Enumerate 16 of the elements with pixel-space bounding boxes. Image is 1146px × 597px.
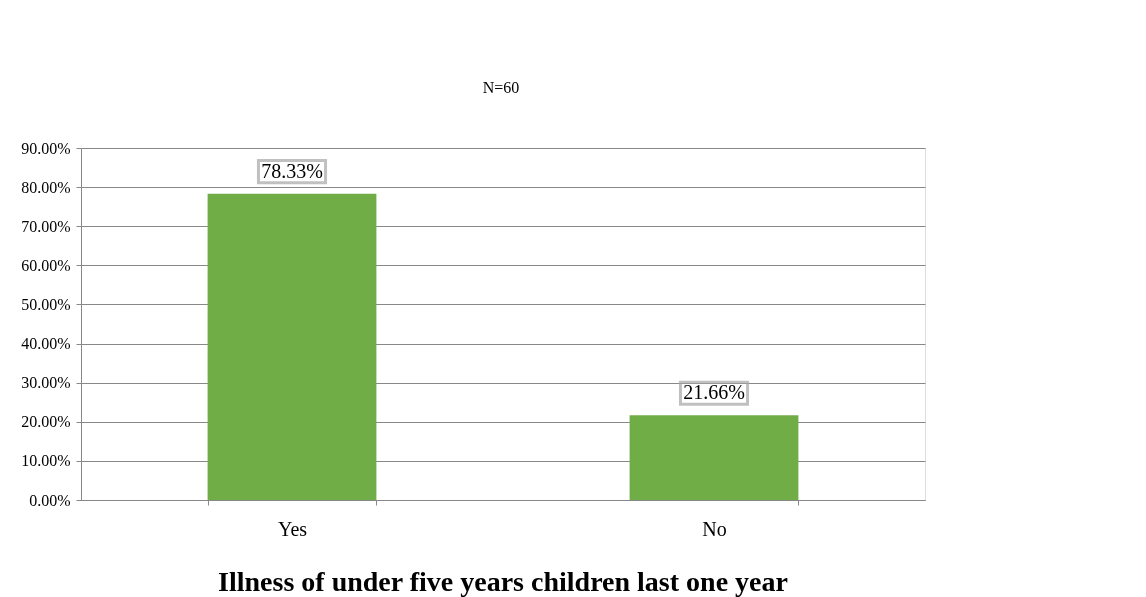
y-tick-label: 80.00% — [21, 178, 71, 196]
y-tick-label: 70.00% — [21, 217, 71, 235]
y-tick-label: 10.00% — [21, 452, 71, 470]
text: Illness of under five years children last one year — [218, 566, 788, 597]
x-tick-label: Yes — [277, 517, 308, 540]
y-tick-label: 30.00% — [21, 374, 71, 392]
text: N=60 — [482, 79, 520, 96]
y-tick-label: 60.00% — [21, 256, 71, 274]
x-tick-label: No — [702, 517, 727, 540]
y-tick-label: 90.00% — [21, 139, 71, 157]
y-tick-label: 0.00% — [29, 491, 71, 509]
y-tick-label: 20.00% — [21, 413, 71, 431]
data-label: 21.66% — [683, 381, 745, 404]
y-tick-label: 50.00% — [21, 295, 71, 313]
y-tick-label: 40.00% — [21, 335, 71, 353]
data-label: 78.33% — [261, 159, 323, 182]
